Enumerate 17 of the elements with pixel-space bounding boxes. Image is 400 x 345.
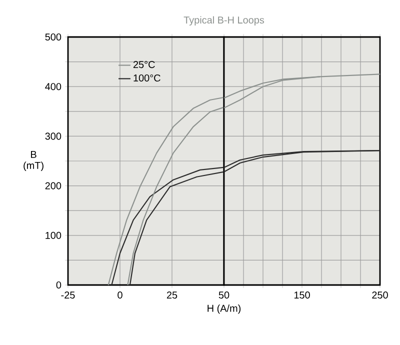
y-axis-title: B (mT) [24,151,44,171]
y-tick-label: 100 [46,232,62,239]
legend-label: 100°C [134,74,160,82]
legend-label: 25°C [133,61,155,68]
x-tick-label: 250 [372,292,388,299]
y-tick-label: 400 [45,83,62,90]
y-tick-label: 300 [45,132,62,140]
x-tick-label: 50 [218,292,230,299]
y-tick-label: 0 [56,281,62,289]
chart-title: Typical B-H Loops [184,16,264,26]
x-axis-title: H (A/m) [208,304,241,314]
x-tick-label: 150 [294,292,310,299]
y-tick-label: 200 [45,182,62,190]
x-tick-label: -25 [61,292,75,299]
x-tick-label: 0 [118,292,122,299]
x-tick-label: 25 [166,292,178,299]
y-tick-label: 500 [45,33,62,41]
